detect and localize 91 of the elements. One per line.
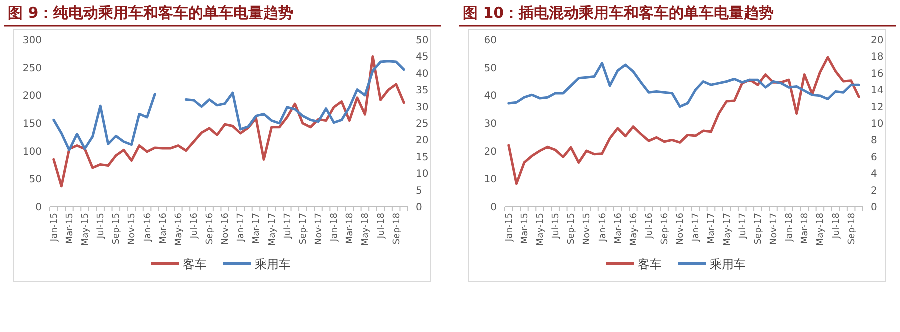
line-series	[52, 55, 406, 188]
x-tick-label: Jan-17	[236, 213, 247, 243]
y-tick-label: 200	[22, 91, 42, 102]
x-tick-label: Sep-16	[660, 212, 671, 245]
y-tick-label: 40	[484, 91, 497, 102]
y2-tick-label: 0	[871, 202, 878, 214]
y-tick-label: 300	[22, 36, 42, 46]
y2-tick-label: 18	[871, 52, 884, 64]
y2-tick-label: 14	[871, 86, 884, 97]
x-tick-label: Nov-16	[676, 212, 686, 246]
line-series	[508, 56, 860, 186]
y2-tick-label: 30	[416, 102, 429, 114]
y2-tick-label: 50	[416, 36, 429, 46]
legend-label: 乘用车	[255, 258, 291, 272]
x-tick-label: Mar-16	[614, 212, 624, 244]
y2-tick-label: 8	[871, 136, 878, 147]
x-tick-label: Sep-18	[847, 212, 858, 245]
x-tick-label: May-17	[722, 213, 733, 246]
x-tick-label: Jan-18	[330, 212, 340, 243]
y-tick-label: 150	[22, 119, 42, 130]
x-tick-label: Mar-16	[158, 212, 169, 244]
x-tick-label: Sep-16	[206, 212, 216, 245]
x-tick-label: Mar-17	[707, 213, 718, 244]
legend-label: 客车	[638, 258, 662, 272]
x-tick-label: Jul-18	[376, 212, 387, 240]
y-tick-label: 50	[29, 174, 42, 186]
y-tick-label: 100	[22, 146, 42, 158]
y2-tick-label: 15	[416, 152, 429, 164]
y-tick-label: 10	[484, 174, 497, 186]
y2-tick-label: 2	[871, 186, 878, 197]
y2-tick-label: 5	[416, 186, 422, 197]
x-tick-label: May-16	[629, 212, 640, 246]
x-tick-label: May-15	[536, 213, 546, 246]
x-tick-label: Jan-16	[143, 212, 154, 243]
x-tick-label: May-16	[174, 212, 184, 246]
x-tick-label: Mar-15	[65, 213, 76, 244]
y2-tick-label: 20	[416, 136, 429, 147]
x-tick-label: Mar-17	[252, 213, 262, 244]
y-tick-label: 30	[484, 119, 497, 130]
x-tick-label: Sep-15	[112, 213, 122, 245]
legend-label: 客车	[183, 258, 207, 272]
y2-tick-label: 16	[871, 68, 884, 80]
legend-label: 乘用车	[710, 258, 746, 272]
line-series	[508, 62, 860, 108]
y2-tick-label: 40	[416, 68, 429, 80]
x-tick-label: Sep-17	[754, 213, 764, 245]
y-tick-label: 50	[484, 63, 497, 74]
x-tick-label: Nov-16	[221, 212, 232, 246]
y-tick-label: 0	[490, 202, 497, 214]
x-tick-label: Jul-16	[644, 212, 655, 240]
x-tick-label: Mar-18	[800, 212, 811, 244]
y-tick-label: 0	[36, 202, 42, 214]
x-tick-label: Jul-16	[190, 212, 200, 240]
x-tick-label: Jan-15	[50, 213, 60, 243]
y2-tick-label: 4	[871, 169, 878, 180]
x-tick-label: Mar-15	[520, 213, 530, 244]
y2-tick-label: 12	[871, 102, 884, 114]
x-tick-label: Jul-17	[283, 213, 294, 240]
x-tick-label: May-17	[268, 213, 278, 246]
x-tick-label: Sep-17	[298, 213, 309, 245]
y2-tick-label: 45	[416, 52, 429, 64]
x-tick-label: Jan-17	[692, 213, 702, 243]
y2-tick-label: 20	[871, 36, 884, 46]
x-tick-label: Nov-17	[314, 213, 324, 246]
x-tick-label: May-18	[361, 212, 372, 246]
x-tick-label: Jul-15	[96, 213, 107, 240]
chart-title: 图 9：纯电动乘用车和客车的单车电量趋势	[8, 4, 294, 22]
x-tick-label: Sep-15	[567, 213, 578, 245]
x-tick-label: Jul-15	[552, 213, 562, 240]
chart-title: 图 10：插电混动乘用车和客车的单车电量趋势	[463, 4, 774, 22]
y-tick-label: 250	[22, 63, 42, 74]
y2-tick-label: 10	[871, 119, 884, 130]
x-tick-label: Jan-15	[504, 213, 515, 243]
y-tick-label: 60	[484, 36, 497, 46]
y2-tick-label: 0	[416, 202, 422, 214]
x-tick-label: Jul-18	[832, 212, 842, 240]
y2-tick-label: 35	[416, 86, 429, 97]
x-tick-label: Nov-15	[582, 213, 593, 246]
x-tick-label: Jan-16	[598, 212, 608, 243]
x-tick-label: Jul-17	[738, 213, 748, 240]
y2-tick-label: 10	[416, 169, 429, 180]
x-tick-label: Jan-18	[785, 212, 796, 243]
x-tick-label: Mar-18	[346, 212, 356, 244]
x-tick-label: May-15	[81, 213, 92, 246]
y2-tick-label: 6	[871, 152, 878, 164]
y2-tick-label: 25	[416, 119, 429, 130]
y-tick-label: 20	[484, 146, 497, 158]
x-tick-label: Sep-18	[392, 212, 402, 245]
x-tick-label: Nov-17	[770, 213, 780, 246]
x-tick-label: Nov-15	[128, 213, 138, 246]
x-tick-label: May-18	[816, 212, 826, 246]
